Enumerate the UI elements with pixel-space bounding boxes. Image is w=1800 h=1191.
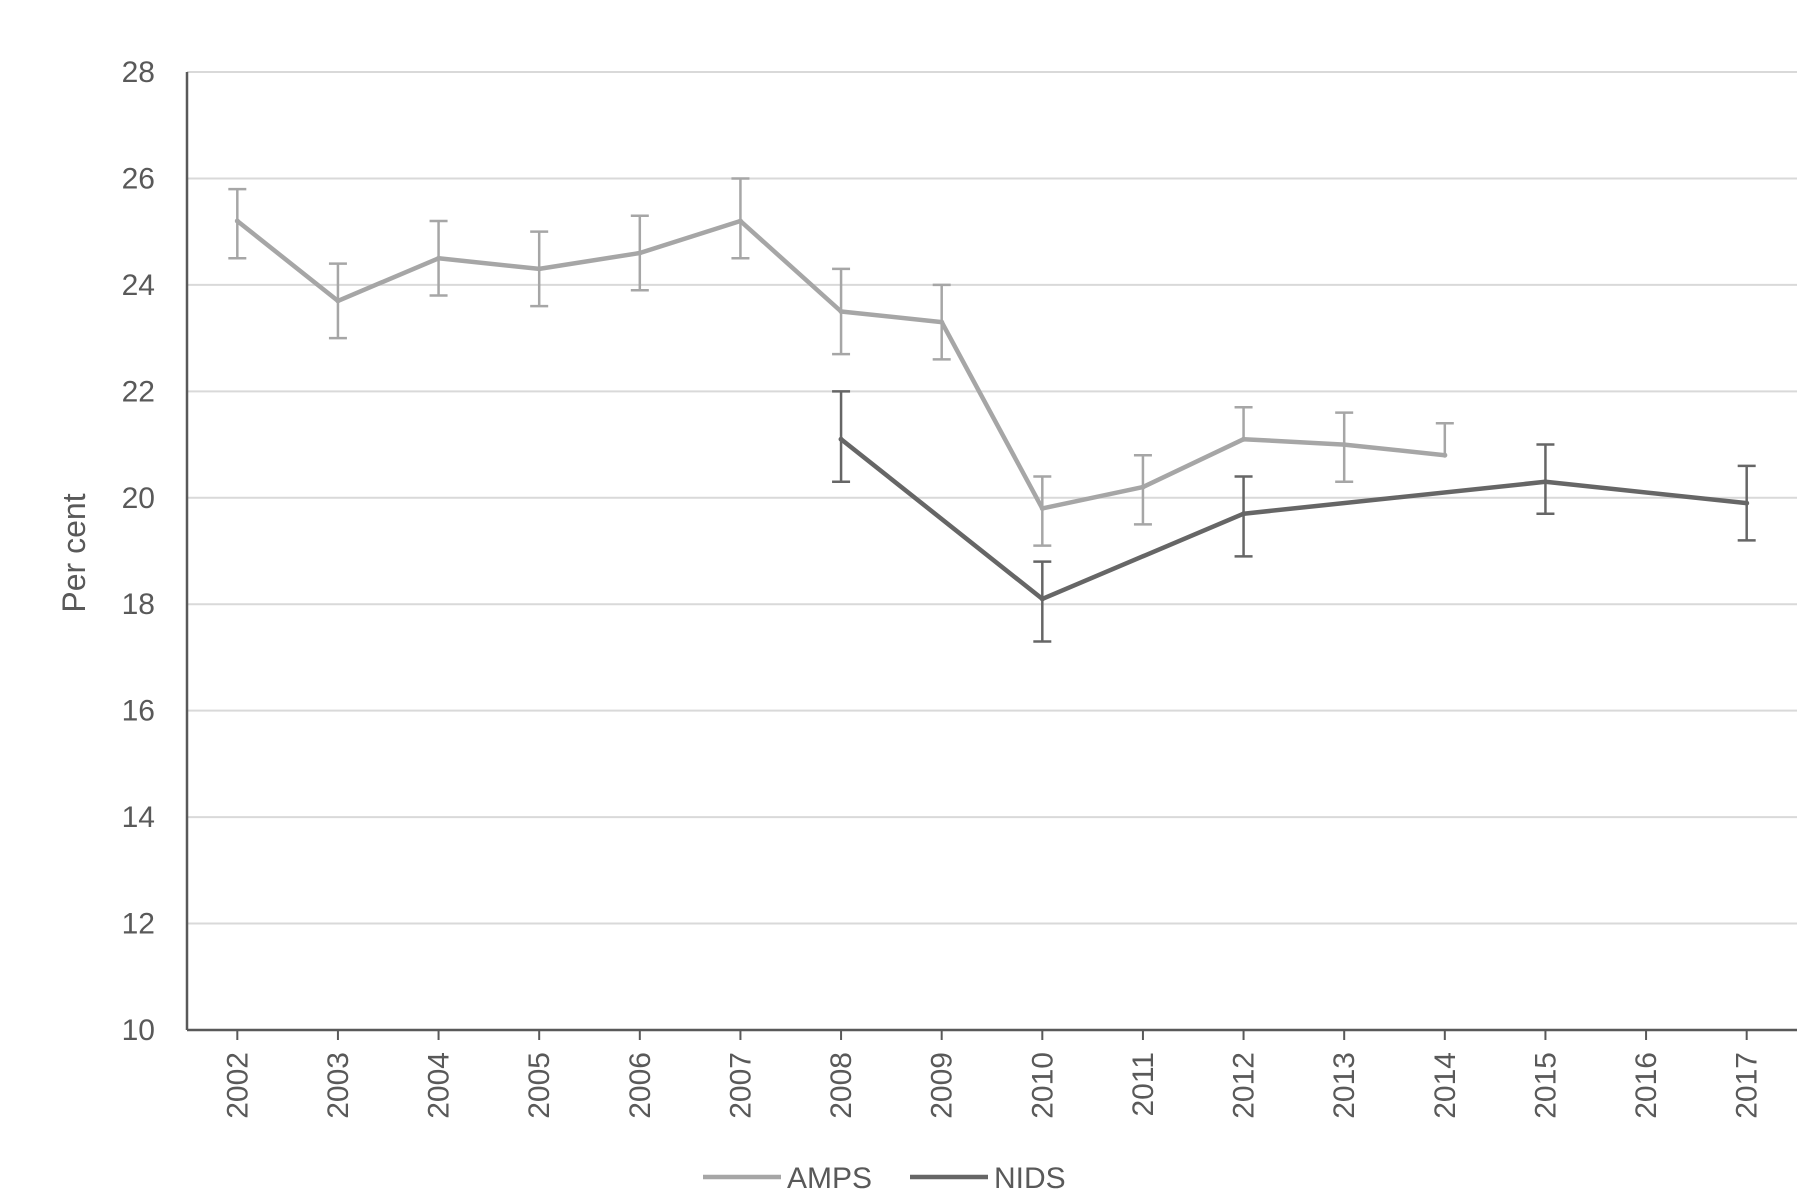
y-tick-label: 16 xyxy=(122,695,155,728)
x-tick-label: 2015 xyxy=(1529,1052,1562,1119)
data-point xyxy=(1341,442,1347,448)
x-tick-label: 2017 xyxy=(1731,1052,1764,1119)
data-point xyxy=(1442,452,1448,458)
data-point xyxy=(1241,436,1247,442)
x-tick-label: 2007 xyxy=(724,1052,757,1119)
data-point xyxy=(234,218,240,224)
x-tick-label: 2014 xyxy=(1429,1052,1462,1119)
series-nids xyxy=(832,390,1756,643)
x-tick-label: 2013 xyxy=(1328,1052,1361,1119)
y-tick-label: 10 xyxy=(122,1014,155,1047)
data-point xyxy=(1744,500,1750,506)
x-tick-label: 2006 xyxy=(624,1052,657,1119)
data-point xyxy=(1039,596,1045,602)
y-tick-labels: 10 12 14 16 18 20 22 24 26 28 xyxy=(122,56,155,1047)
data-point xyxy=(1241,511,1247,517)
data-point xyxy=(1039,505,1045,511)
x-tick-label: 2012 xyxy=(1228,1052,1261,1119)
legend-item-amps: AMPS xyxy=(703,1162,872,1191)
x-tick-label: 2004 xyxy=(423,1052,456,1119)
legend-label: NIDS xyxy=(994,1162,1066,1191)
x-tick-label: 2009 xyxy=(926,1052,959,1119)
x-tick-label: 2010 xyxy=(1026,1052,1059,1119)
data-point xyxy=(737,218,743,224)
y-tick-label: 28 xyxy=(122,56,155,89)
legend: AMPS NIDS xyxy=(703,1162,1066,1191)
x-tick-label: 2003 xyxy=(322,1052,355,1119)
data-point xyxy=(335,298,341,304)
gridlines xyxy=(187,71,1797,925)
y-axis-label: Per cent xyxy=(56,493,92,612)
y-tick-label: 18 xyxy=(122,588,155,621)
x-tick-label: 2002 xyxy=(221,1052,254,1119)
data-point xyxy=(939,319,945,325)
y-tick-label: 20 xyxy=(122,482,155,515)
data-point xyxy=(436,255,442,261)
y-tick-label: 24 xyxy=(122,269,155,302)
y-tick-label: 12 xyxy=(122,908,155,941)
y-tick-label: 22 xyxy=(122,375,155,408)
y-tick-label: 26 xyxy=(122,162,155,195)
x-tick-labels: 2002 2003 2004 2005 2006 2007 2008 2009 2010 2011… xyxy=(221,1052,1763,1119)
legend-label: AMPS xyxy=(787,1162,872,1191)
series-amps xyxy=(228,177,1454,547)
axes xyxy=(185,72,1797,1040)
x-tick-label: 2005 xyxy=(523,1052,556,1119)
series-layer xyxy=(228,177,1756,643)
data-point xyxy=(1140,484,1146,490)
y-tick-label: 14 xyxy=(122,801,155,834)
data-point xyxy=(838,436,844,442)
data-point xyxy=(838,309,844,314)
legend-item-nids: NIDS xyxy=(910,1162,1066,1191)
data-point xyxy=(536,266,542,272)
x-tick-label: 2008 xyxy=(825,1052,858,1119)
data-point xyxy=(1542,479,1548,485)
x-tick-label: 2016 xyxy=(1630,1052,1663,1119)
x-tick-label: 2011 xyxy=(1127,1052,1160,1117)
series-line xyxy=(838,436,1749,602)
data-point xyxy=(637,250,643,256)
